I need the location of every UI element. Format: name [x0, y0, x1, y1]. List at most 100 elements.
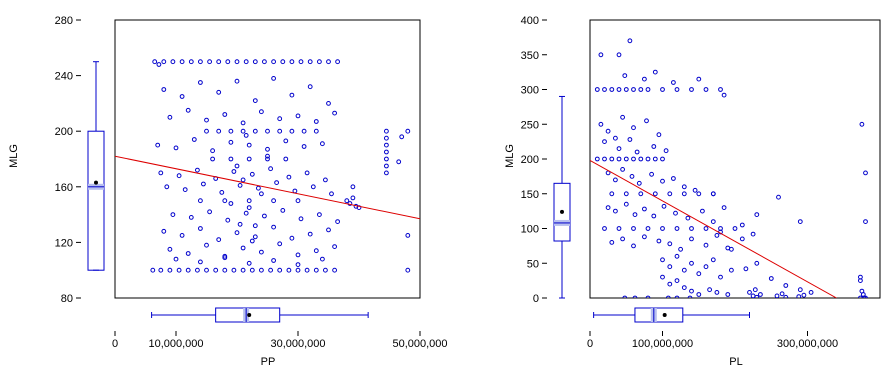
data-point [280, 208, 286, 213]
data-point [627, 38, 633, 44]
data-point [161, 59, 167, 65]
y-box-plot [553, 95, 571, 299]
data-point [696, 271, 702, 277]
data-point [234, 78, 240, 84]
data-point [703, 226, 709, 231]
data-point [176, 267, 182, 273]
plot-frame [114, 19, 421, 299]
data-point [216, 237, 222, 243]
data-point [674, 295, 680, 298]
data-point [616, 52, 622, 58]
data-point [667, 191, 673, 197]
data-point [231, 169, 237, 174]
data-point [228, 128, 234, 134]
data-point [689, 288, 694, 294]
x-box-mean [247, 313, 252, 317]
data-point [642, 76, 647, 82]
data-point [185, 251, 191, 256]
data-point [797, 219, 803, 225]
data-point [317, 59, 322, 65]
data-point [687, 295, 693, 298]
data-point [673, 210, 678, 216]
data-point [660, 178, 665, 184]
data-point [265, 128, 270, 134]
x-tick-label: 10,000,000 [148, 338, 203, 350]
data-point [616, 156, 622, 162]
y-tick-label: 160 [55, 182, 73, 194]
data-point [173, 145, 179, 151]
data-point [313, 128, 319, 134]
data-point [185, 267, 191, 273]
data-point [858, 278, 863, 284]
y-axis-label: MLG [8, 144, 20, 168]
data-point [667, 281, 673, 287]
data-point [667, 264, 673, 270]
data-point [651, 144, 657, 149]
data-point [228, 156, 234, 162]
data-point [256, 185, 261, 191]
data-point [598, 121, 604, 127]
chart-pp-vs-mlg: MLG PP 80 120 160 200 240 280 0 10,000,000 30,00… [8, 15, 448, 368]
data-point [161, 87, 167, 92]
data-point [265, 153, 270, 159]
data-point [681, 285, 687, 291]
data-point [243, 133, 249, 138]
data-point [631, 226, 636, 231]
data-point [681, 267, 687, 273]
data-point [754, 260, 760, 266]
data-point [783, 283, 789, 288]
y-tick-label: 400 [521, 15, 539, 27]
data-point [700, 208, 705, 214]
data-point [249, 171, 255, 177]
data-point [384, 128, 389, 134]
data-point [631, 87, 636, 92]
data-point [280, 59, 286, 65]
data-point [620, 114, 625, 120]
data-point [179, 59, 185, 65]
data-point [774, 293, 780, 298]
data-point [671, 176, 676, 181]
data-point [243, 210, 249, 216]
data-point [752, 287, 758, 293]
data-point [195, 167, 200, 173]
data-point [645, 295, 651, 298]
data-point [667, 241, 673, 247]
data-point [602, 139, 607, 145]
data-point [326, 59, 331, 65]
data-point [632, 212, 638, 218]
data-point [252, 128, 258, 134]
data-point [714, 233, 720, 238]
data-point [605, 205, 611, 211]
data-point [703, 242, 709, 248]
data-point [754, 294, 760, 298]
data-point [323, 267, 328, 273]
data-point [332, 110, 338, 116]
y-tick-label: 250 [521, 119, 539, 131]
y-tick-label: 200 [521, 154, 539, 166]
data-point [158, 170, 164, 176]
data-point [222, 267, 228, 273]
data-point [631, 156, 636, 162]
data-point [623, 156, 629, 162]
data-point [644, 118, 649, 124]
data-point [689, 226, 694, 231]
data-point [863, 170, 868, 176]
data-point [645, 226, 651, 231]
data-point [405, 233, 411, 238]
data-point [240, 267, 246, 273]
data-point [274, 180, 280, 186]
data-point [188, 215, 194, 220]
data-point [295, 267, 301, 273]
y-box-mean [560, 209, 564, 214]
y-box-plot [87, 61, 105, 271]
data-point [689, 236, 694, 242]
data-point [323, 177, 328, 183]
data-point [158, 267, 164, 273]
data-point [289, 235, 295, 241]
x-box-plot [593, 307, 750, 323]
y-tick-label: 100 [521, 224, 539, 236]
y-axis-label: MLG [504, 144, 516, 168]
data-point [609, 240, 615, 245]
data-point [150, 267, 156, 273]
data-point [268, 267, 274, 273]
